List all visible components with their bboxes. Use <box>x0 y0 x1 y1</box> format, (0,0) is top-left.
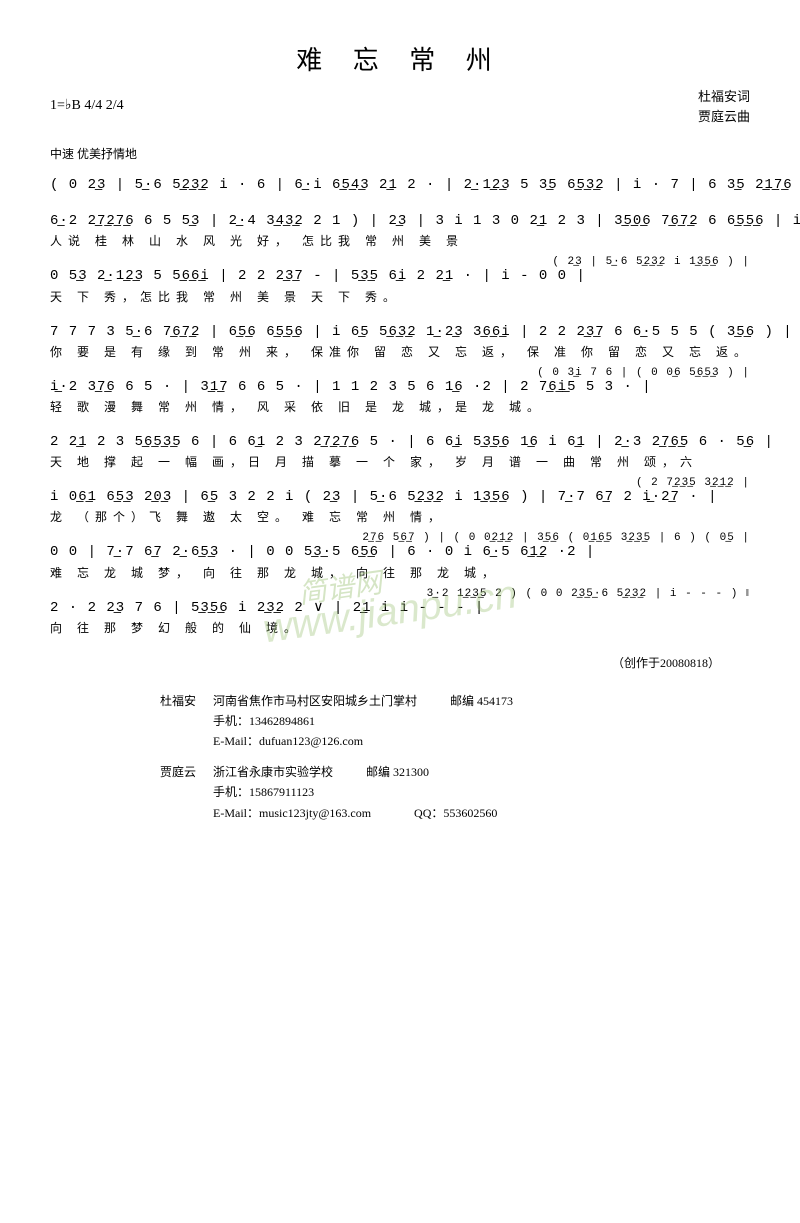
notation-line: 6͟·2 2͟7͟2͟7͟6 6 5 5͟3 | 2͟·4 3͟4͟3͟2 2 … <box>50 212 750 230</box>
song-title: 难 忘 常 州 <box>50 40 750 77</box>
lyric-line: 你 要 是 有 缘 到 常 州 来， 保准你 留 恋 又 忘 返， 保 准 你 … <box>50 343 750 360</box>
notation-block: 0 5͟3 2͟·1͟2͟3 5 5͟6͟6͟i | 2 2 2͟3͟7 - |… <box>50 267 750 304</box>
notation-upper: 2͟7͟6 5͟6͟7 ) | ( 0 0͟2͟1͟2 | 3͟5͟6 ( 0͟… <box>362 531 750 545</box>
notation-container: ( 0 2͟3 | 5͟·6 5͟2͟3͟2 i · 6 | 6͟·i 6͟5͟… <box>50 176 750 636</box>
qq-label: QQ： <box>414 806 443 820</box>
notation-upper: ( 2 7͟2͟3͟5 3͟2͟1͟2 | <box>636 476 750 490</box>
notation-block: 0 0 | 7͟·7 6͟7 2͟·6͟5͟3 · | 0 0 5͟3͟·5 6… <box>50 543 750 580</box>
notation-line: 2 2͟1 2 3 5͟6͟5͟3͟5 6 | 6 6͟1 2 3 2͟7͟2͟… <box>50 433 750 451</box>
contact-email: dufuan123@126.com <box>259 734 363 748</box>
notation-block: i 0͟6͟1 6͟5͟3 2͟0͟3 | 6͟5 3 2 2 i ( 2͟3 … <box>50 488 750 525</box>
phone-label: 手机： <box>213 785 249 799</box>
notation-block: 6͟·2 2͟7͟2͟7͟6 6 5 5͟3 | 2͟·4 3͟4͟3͟2 2 … <box>50 212 750 249</box>
lyric-line: 天 地 撑 起 一 幅 画，日 月 描 摹 一 个 家， 岁 月 谱 一 曲 常… <box>50 453 750 470</box>
notation-line: i͟·2 3͟7͟6 6 5 · | 3͟1͟7 6 6 5 · | 1 1 2… <box>50 378 750 396</box>
header-row: 1=♭B 4/4 2/4 杜福安词 贾庭云曲 <box>50 97 750 137</box>
notation-line: ( 0 2͟3 | 5͟·6 5͟2͟3͟2 i · 6 | 6͟·i 6͟5͟… <box>50 176 750 194</box>
contact-zip: 邮编 454173 <box>450 691 513 711</box>
contacts-block: 杜福安 河南省焦作市马村区安阳城乡土门掌村 邮编 454173 手机：13462… <box>160 691 750 823</box>
lyric-line: 难 忘 龙 城 梦， 向 往 那 龙 城， 向 往 那 龙 城， <box>50 564 750 581</box>
contact-name: 贾庭云 <box>160 762 210 782</box>
lyric-line: 人说 桂 林 山 水 风 光 好， 怎比我 常 州 美 景 <box>50 232 750 249</box>
contact-address: 河南省焦作市马村区安阳城乡土门掌村 <box>213 691 417 711</box>
notation-line: 0 5͟3 2͟·1͟2͟3 5 5͟6͟6͟i | 2 2 2͟3͟7 - |… <box>50 267 750 285</box>
credits: 杜福安词 贾庭云曲 <box>698 87 750 126</box>
contact-qq: 553602560 <box>443 806 497 820</box>
notation-line: 0 0 | 7͟·7 6͟7 2͟·6͟5͟3 · | 0 0 5͟3͟·5 6… <box>50 543 750 561</box>
phone-label: 手机： <box>213 714 249 728</box>
sheet-music-page: 难 忘 常 州 1=♭B 4/4 2/4 杜福安词 贾庭云曲 中速 优美抒情地 … <box>0 0 800 853</box>
contact-address: 浙江省永康市实验学校 <box>213 762 333 782</box>
notation-block: i͟·2 3͟7͟6 6 5 · | 3͟1͟7 6 6 5 · | 1 1 2… <box>50 378 750 415</box>
tempo-marking: 中速 优美抒情地 <box>50 145 750 162</box>
notation-upper: ( 2͟3 | 5͟·6 5͟2͟3͟2 i 1͟3͟5͟6 ) | <box>552 255 750 269</box>
contact-zip: 邮编 321300 <box>366 762 429 782</box>
contact-email: music123jty@163.com <box>259 806 371 820</box>
lyric-line: 龙 （那个）飞 舞 遨 太 空。 难 忘 常 州 情， <box>50 508 750 525</box>
lyric-line: 轻 歌 漫 舞 常 州 情， 风 采 依 旧 是 龙 城，是 龙 城。 <box>50 398 750 415</box>
contact-1: 杜福安 河南省焦作市马村区安阳城乡土门掌村 邮编 454173 手机：13462… <box>160 691 750 752</box>
lyric-line: 天 下 秀，怎比我 常 州 美 景 天 下 秀。 <box>50 288 750 305</box>
notation-upper: 3͟·2 1͟2͟3͟5 2 ) ( 0 0 2͟3͟5͟·6 5͟2͟3͟2 … <box>427 587 750 601</box>
contact-2: 贾庭云 浙江省永康市实验学校 邮编 321300 手机：15867911123 … <box>160 762 750 823</box>
email-label: E-Mail： <box>213 806 259 820</box>
notation-line: 2 · 2 2͟3 7 6 | 5͟3͟5͟6 i 2͟3͟2 2 ∨ | 2͟… <box>50 599 750 617</box>
contact-phone: 15867911123 <box>249 785 314 799</box>
lyricist: 杜福安词 <box>698 87 750 107</box>
key-signature: 1=♭B 4/4 2/4 <box>50 97 124 114</box>
notation-line: 7 7 7 3 5͟·6 7͟6͟7͟2 | 6͟5͟6 6͟5͟5͟6 | i… <box>50 323 750 341</box>
creation-date: （创作于20080818） <box>50 654 750 671</box>
notation-upper: ( 0 3͟i 7 6 | ( 0 0͟6 5͟6͟5͟3 ) | <box>537 366 750 380</box>
lyric-line: 向 往 那 梦 幻 般 的 仙 境。 <box>50 619 750 636</box>
contact-name: 杜福安 <box>160 691 210 711</box>
notation-block: 2 2͟1 2 3 5͟6͟5͟3͟5 6 | 6 6͟1 2 3 2͟7͟2͟… <box>50 433 750 470</box>
notation-block: ( 0 2͟3 | 5͟·6 5͟2͟3͟2 i · 6 | 6͟·i 6͟5͟… <box>50 176 750 194</box>
notation-block: 2 · 2 2͟3 7 6 | 5͟3͟5͟6 i 2͟3͟2 2 ∨ | 2͟… <box>50 599 750 636</box>
notation-block: 7 7 7 3 5͟·6 7͟6͟7͟2 | 6͟5͟6 6͟5͟5͟6 | i… <box>50 323 750 360</box>
email-label: E-Mail： <box>213 734 259 748</box>
contact-phone: 13462894861 <box>249 714 315 728</box>
composer: 贾庭云曲 <box>698 107 750 127</box>
notation-line: i 0͟6͟1 6͟5͟3 2͟0͟3 | 6͟5 3 2 2 i ( 2͟3 … <box>50 488 750 506</box>
